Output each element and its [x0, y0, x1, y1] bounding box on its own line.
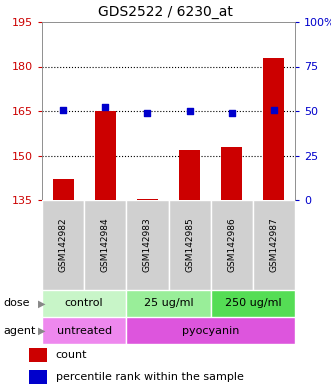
Bar — [179, 149, 200, 200]
Bar — [253, 200, 295, 290]
Bar — [29, 348, 47, 362]
Point — [271, 107, 277, 113]
Bar — [53, 179, 73, 200]
Text: 250 ug/ml: 250 ug/ml — [224, 298, 281, 308]
Text: count: count — [56, 350, 87, 360]
Text: ▶: ▶ — [38, 326, 45, 336]
Bar — [168, 200, 211, 290]
Bar — [42, 317, 126, 344]
Point — [145, 110, 150, 116]
Bar — [126, 317, 295, 344]
Bar — [95, 111, 116, 200]
Point — [187, 108, 192, 114]
Text: dose: dose — [3, 298, 30, 308]
Bar — [29, 369, 47, 384]
Text: agent: agent — [3, 326, 36, 336]
Text: GDS2522 / 6230_at: GDS2522 / 6230_at — [98, 5, 233, 19]
Text: GSM142985: GSM142985 — [185, 218, 194, 272]
Bar — [221, 147, 242, 200]
Bar — [84, 200, 126, 290]
Text: GSM142983: GSM142983 — [143, 218, 152, 272]
Text: 25 ug/ml: 25 ug/ml — [144, 298, 193, 308]
Point — [61, 106, 66, 113]
Text: percentile rank within the sample: percentile rank within the sample — [56, 372, 244, 382]
Bar — [211, 200, 253, 290]
Text: GSM142986: GSM142986 — [227, 218, 236, 272]
Point — [229, 110, 234, 116]
Text: ▶: ▶ — [38, 298, 45, 308]
Text: GSM142982: GSM142982 — [59, 218, 68, 272]
Bar — [126, 290, 211, 317]
Bar — [263, 58, 284, 200]
Text: pyocyanin: pyocyanin — [182, 326, 239, 336]
Text: untreated: untreated — [57, 326, 112, 336]
Bar — [42, 200, 84, 290]
Text: GSM142987: GSM142987 — [269, 218, 278, 272]
Bar — [126, 200, 168, 290]
Bar — [42, 290, 126, 317]
Point — [103, 104, 108, 111]
Text: control: control — [65, 298, 104, 308]
Bar — [137, 199, 158, 200]
Text: GSM142984: GSM142984 — [101, 218, 110, 272]
Bar — [211, 290, 295, 317]
